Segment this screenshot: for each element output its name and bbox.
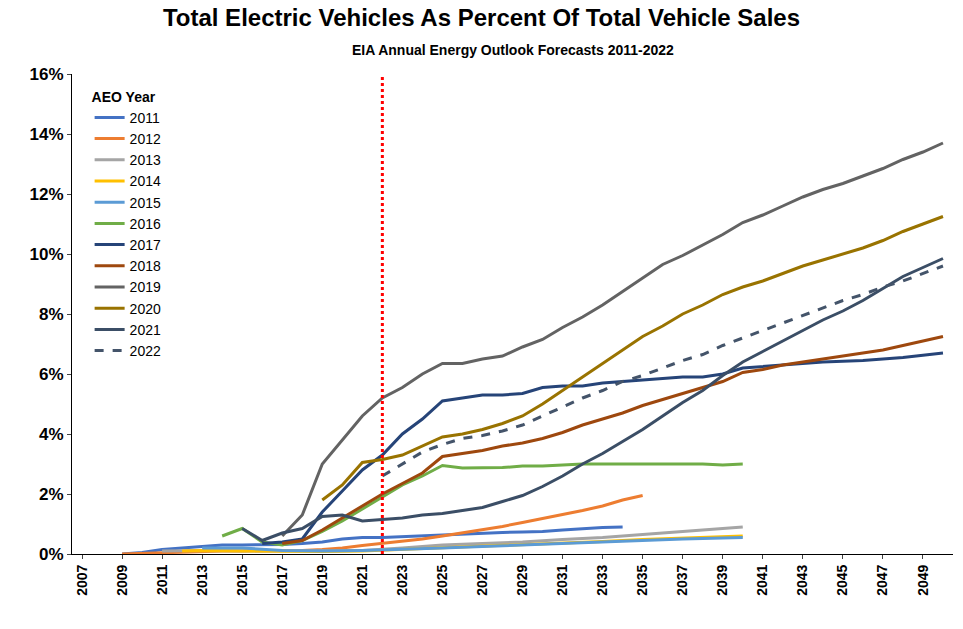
svg-text:2043: 2043 (794, 564, 810, 595)
svg-text:2009: 2009 (114, 564, 130, 595)
svg-text:2037: 2037 (674, 564, 690, 595)
svg-text:2011: 2011 (130, 110, 160, 126)
svg-text:8%: 8% (39, 305, 64, 324)
svg-text:6%: 6% (39, 365, 64, 384)
svg-text:2049: 2049 (915, 564, 931, 595)
svg-text:2011: 2011 (154, 564, 170, 595)
svg-text:2%: 2% (39, 485, 64, 504)
svg-text:2013: 2013 (194, 564, 210, 595)
svg-text:2016: 2016 (130, 216, 161, 232)
svg-text:2047: 2047 (874, 564, 890, 595)
svg-text:2015: 2015 (130, 195, 161, 211)
svg-text:2017: 2017 (130, 237, 161, 253)
svg-text:2018: 2018 (130, 258, 161, 274)
svg-text:2017: 2017 (274, 564, 290, 595)
svg-text:0%: 0% (39, 545, 64, 564)
svg-text:Total Electric Vehicles As Per: Total Electric Vehicles As Percent Of To… (163, 4, 800, 31)
svg-text:AEO Year: AEO Year (92, 89, 156, 105)
svg-text:2039: 2039 (714, 564, 730, 595)
svg-text:14%: 14% (30, 125, 64, 144)
svg-text:2014: 2014 (130, 173, 161, 189)
svg-text:12%: 12% (30, 185, 64, 204)
svg-text:2012: 2012 (130, 131, 161, 147)
svg-text:2020: 2020 (130, 301, 161, 317)
svg-text:2019: 2019 (314, 564, 330, 595)
svg-text:2025: 2025 (434, 564, 450, 595)
svg-text:2045: 2045 (834, 564, 850, 595)
svg-text:EIA Annual Energy Outlook Fore: EIA Annual Energy Outlook Forecasts 2011… (352, 42, 674, 58)
svg-text:2015: 2015 (234, 564, 250, 595)
svg-text:2033: 2033 (594, 564, 610, 595)
svg-text:2021: 2021 (354, 564, 370, 595)
svg-text:2007: 2007 (74, 564, 90, 595)
svg-text:2023: 2023 (394, 564, 410, 595)
svg-text:2041: 2041 (754, 564, 770, 595)
svg-text:2021: 2021 (130, 322, 161, 338)
svg-text:2013: 2013 (130, 152, 161, 168)
svg-text:4%: 4% (39, 425, 64, 444)
svg-text:2022: 2022 (130, 343, 161, 359)
svg-text:10%: 10% (30, 245, 64, 264)
svg-text:16%: 16% (30, 65, 64, 84)
svg-text:2031: 2031 (554, 564, 570, 595)
svg-text:2019: 2019 (130, 279, 161, 295)
svg-text:2035: 2035 (634, 564, 650, 595)
svg-text:2027: 2027 (474, 564, 490, 595)
svg-text:2029: 2029 (514, 564, 530, 595)
